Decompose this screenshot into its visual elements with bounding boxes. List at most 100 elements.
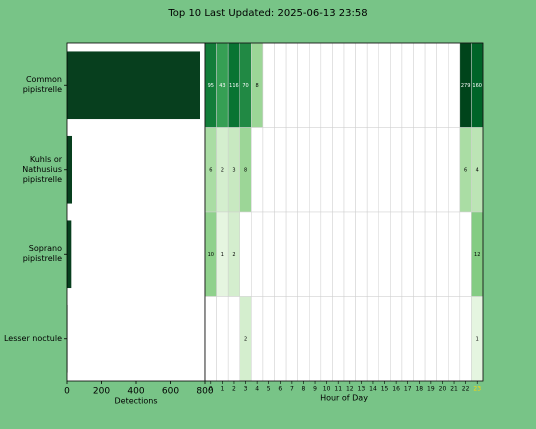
heatmap-cell <box>320 42 333 128</box>
hour-label: 5 <box>267 386 271 393</box>
x-axis-label: Hour of Day <box>320 394 368 403</box>
hour-label: 6 <box>278 386 282 393</box>
heatmap-cell <box>320 127 333 213</box>
heatmap-cell <box>366 296 379 382</box>
heatmap-cell <box>297 127 310 213</box>
heatmap-cell <box>297 211 310 297</box>
hour-label: 4 <box>255 386 259 393</box>
heatmap-cell <box>413 42 426 128</box>
cell-label: 2 <box>232 252 235 258</box>
cell-label: 1 <box>476 336 479 342</box>
x-tick-label: 600 <box>162 387 179 397</box>
x-tick-label: 0 <box>64 387 70 397</box>
cell-label: 8 <box>256 83 259 89</box>
hour-label: 12 <box>346 386 354 393</box>
hour-label: 22 <box>462 386 470 393</box>
heatmap-cell <box>448 211 461 297</box>
heatmap-cell <box>378 296 391 382</box>
cell-label: 6 <box>209 167 212 173</box>
heatmap-cell <box>436 211 449 297</box>
heatmap-cell <box>366 127 379 213</box>
heatmap-cell <box>332 42 345 128</box>
hour-label: 15 <box>381 386 389 393</box>
heatmap-cell <box>355 211 368 297</box>
heatmap-cell <box>309 127 322 213</box>
heatmap-cell <box>285 127 298 213</box>
heatmap-cell <box>401 296 414 382</box>
heatmap-cell <box>262 211 275 297</box>
heatmap-cell <box>390 211 403 297</box>
heatmap-cell <box>436 42 449 128</box>
heatmap-cell <box>285 42 298 128</box>
heatmap-cell <box>332 296 345 382</box>
heatmap-cell <box>227 296 241 382</box>
heatmap-cell <box>390 296 403 382</box>
heatmap-cell <box>424 296 437 382</box>
heatmap-cell <box>355 42 368 128</box>
cell-label: 116 <box>229 83 239 89</box>
cell-label: 95 <box>208 83 214 89</box>
heatmap-cell <box>309 42 322 128</box>
cell-label: 4 <box>476 167 479 173</box>
y-tick-label: Lesser noctule <box>3 333 62 343</box>
cell-label: 160 <box>472 83 482 89</box>
heatmap-cell <box>251 127 264 213</box>
heatmap-cell <box>285 296 298 382</box>
heatmap-cell <box>401 211 414 297</box>
heatmap-cell <box>251 296 264 382</box>
heatmap-cell <box>448 127 461 213</box>
hour-label: 8 <box>302 386 306 393</box>
heatmap-cell <box>355 296 368 382</box>
heatmap-cell <box>343 42 356 128</box>
heatmap-cell <box>448 42 461 128</box>
hour-label: 18 <box>415 386 423 393</box>
heatmap-cell <box>459 211 472 297</box>
heatmap-cell <box>274 42 287 128</box>
heatmap-cell <box>332 127 345 213</box>
heatmap-cell <box>355 127 368 213</box>
heatmap-cell <box>285 211 298 297</box>
hour-label: 23 <box>473 386 481 393</box>
heatmap-cell <box>436 296 449 382</box>
cell-label: 43 <box>219 83 225 89</box>
bar <box>67 135 73 204</box>
heatmap-cell <box>320 211 333 297</box>
heatmap-cell <box>436 127 449 213</box>
x-axis-label: Detections <box>114 397 157 406</box>
heatmap-cell <box>378 42 391 128</box>
heatmap-cell <box>390 42 403 128</box>
heatmap-cell <box>320 296 333 382</box>
hour-label: 2 <box>232 386 236 393</box>
cell-label: 1 <box>221 252 224 258</box>
hour-label: 14 <box>369 386 377 393</box>
heatmap-cell <box>262 127 275 213</box>
heatmap-cell <box>390 127 403 213</box>
heatmap-cell <box>297 296 310 382</box>
y-tick-label: Soprano pipistrelle <box>22 244 62 264</box>
heatmap-cell <box>309 296 322 382</box>
bar <box>67 220 72 289</box>
cell-label: 6 <box>464 167 467 173</box>
hour-label: 11 <box>334 386 342 393</box>
hour-label: 10 <box>323 386 331 393</box>
cell-label: 3 <box>232 167 235 173</box>
cell-label: 279 <box>461 83 471 89</box>
bar <box>67 51 200 120</box>
heatmap-cell <box>424 42 437 128</box>
y-tick-label: Common pipistrelle <box>22 75 62 95</box>
heatmap-cell <box>343 211 356 297</box>
heatmap-cell <box>448 296 461 382</box>
x-tick-label: 400 <box>127 387 144 397</box>
heatmap-cell <box>378 211 391 297</box>
heatmap-cell <box>401 127 414 213</box>
cell-label: 2 <box>221 167 224 173</box>
hour-label: 7 <box>290 386 294 393</box>
heatmap-cell <box>274 296 287 382</box>
heatmap-cell <box>297 42 310 128</box>
heatmap-cell <box>274 127 287 213</box>
hour-label: 1 <box>220 386 224 393</box>
heatmap-frame <box>204 42 484 382</box>
heatmap-cell <box>274 211 287 297</box>
hour-label: 21 <box>450 386 458 393</box>
heatmap-cell <box>366 42 379 128</box>
